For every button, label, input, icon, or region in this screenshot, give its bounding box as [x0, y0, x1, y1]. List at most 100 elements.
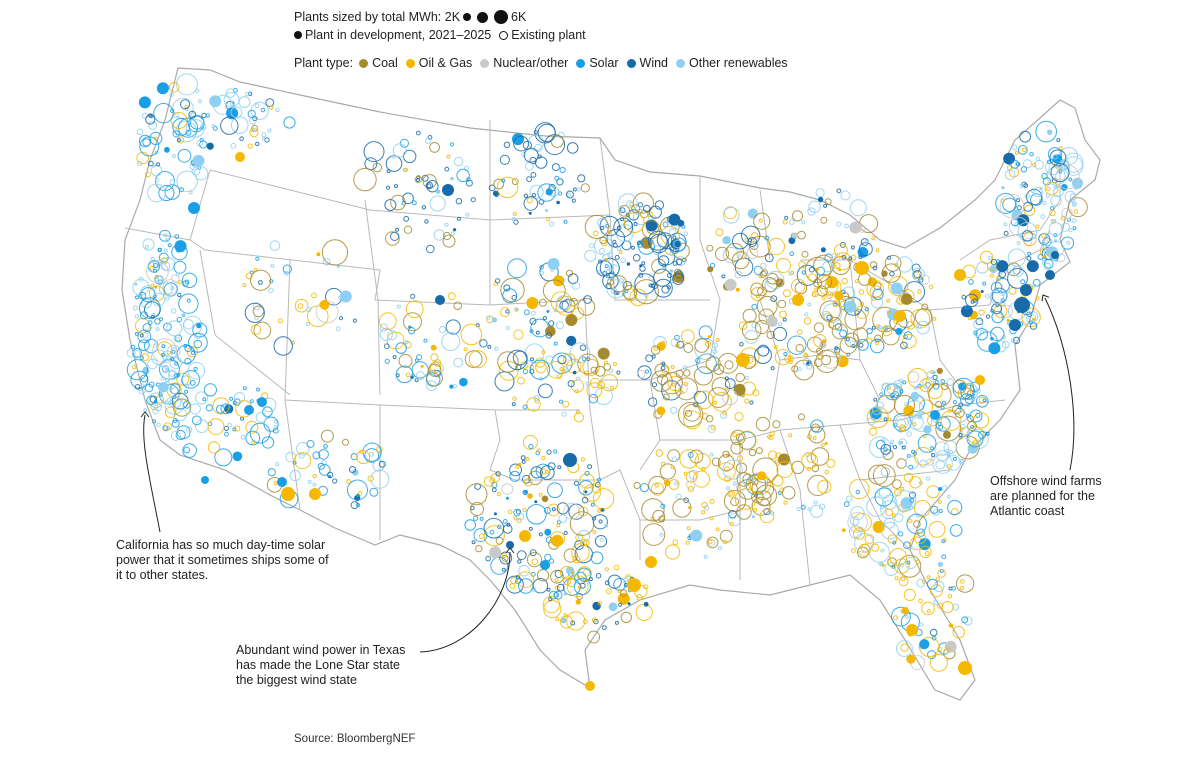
gas-plant [346, 479, 352, 485]
solar-plant [891, 564, 896, 569]
gas-plant [768, 450, 778, 460]
other-renewable-plant-development [142, 366, 150, 375]
other-renewable-plant [170, 430, 181, 441]
coal-plant [798, 413, 805, 421]
solar-plant [994, 277, 1010, 293]
coal-plant [808, 426, 826, 444]
solar-plant [952, 457, 957, 461]
solar-plant [529, 359, 551, 380]
solar-plant-development [164, 146, 170, 153]
gas-plant [679, 390, 684, 395]
other-renewable-plant [195, 88, 200, 94]
gas-plant-development [656, 406, 666, 416]
gas-plant [715, 527, 720, 532]
wind-plant [537, 123, 556, 142]
solar-plant [908, 464, 914, 470]
gas-plant [889, 548, 908, 566]
other-renewable-plant [306, 321, 311, 326]
solar-plant [416, 354, 423, 361]
solar-plant [898, 531, 904, 537]
legend-type-row: Plant type: Coal Oil & Gas Nuclear/other… [294, 52, 794, 74]
coal-plant [749, 241, 759, 251]
gas-plant [563, 613, 568, 618]
gas-plant [554, 578, 559, 583]
solar-plant [554, 175, 560, 181]
solar-plant [502, 519, 508, 524]
gas-plant [774, 459, 779, 464]
wind-plant [513, 219, 519, 225]
other-renewables-swatch-icon [676, 58, 686, 68]
solar-plant [187, 115, 205, 133]
other-renewable-plant [875, 401, 885, 411]
wind-plant [416, 175, 421, 180]
other-renewable-plant [147, 183, 166, 203]
coal-plant [816, 285, 828, 297]
gas-plant [707, 539, 713, 545]
wind-plant [456, 216, 461, 221]
solar-plant-development [174, 240, 187, 253]
gas-plant-development [822, 339, 826, 343]
gas-plant [784, 355, 792, 363]
wind-plant [223, 425, 229, 431]
wind-plant [858, 242, 873, 257]
other-renewable-plant [558, 514, 568, 523]
gas-plant [946, 464, 952, 469]
other-renewable-plant [187, 361, 206, 380]
gas-plant [234, 425, 241, 432]
gas-plant [906, 321, 916, 330]
nuclear-plant [171, 387, 179, 395]
wind-plant-development [492, 190, 499, 197]
other-renewable-plant [1024, 193, 1031, 199]
coal-plant [683, 369, 691, 377]
other-renewable-plant [850, 505, 865, 521]
other-renewable-plant [946, 494, 951, 499]
other-renewable-plant [465, 212, 470, 217]
other-renewable-plant [148, 121, 158, 130]
solar-plant [856, 338, 869, 351]
gas-plant [818, 275, 839, 296]
other-renewable-plant [926, 371, 934, 379]
solar-plant [964, 394, 975, 404]
wind-plant [591, 516, 597, 521]
other-renewable-plant [804, 312, 809, 317]
coal-plant [618, 205, 631, 217]
solar-plant [507, 258, 527, 279]
other-renewable-plant [584, 249, 597, 262]
nuclear-plant-development [489, 546, 502, 559]
solar-plant [698, 325, 713, 340]
solar-plant [964, 305, 969, 310]
gas-plant [980, 250, 994, 264]
coal-plant [705, 356, 721, 372]
solar-plant-development [449, 384, 454, 389]
legend-type-solar-label: Solar [589, 56, 619, 70]
solar-plant [834, 323, 843, 331]
other-renewable-plant [516, 512, 525, 521]
other-renewable-plant-development [923, 425, 932, 434]
coal-plant [892, 479, 902, 490]
gas-plant [870, 410, 883, 422]
coal-plant [657, 374, 668, 386]
other-renewable-plant [683, 365, 687, 370]
gas-plant [723, 206, 737, 220]
wind-plant [471, 540, 476, 545]
wind-plant [177, 292, 182, 298]
solar-plant [249, 399, 254, 404]
other-renewable-plant [273, 424, 278, 429]
other-renewable-plant [797, 367, 802, 372]
solar-plant [537, 183, 556, 202]
wind-plant [932, 374, 938, 380]
gas-plant [311, 292, 317, 299]
other-renewable-plant [289, 469, 301, 482]
coal-plant [868, 464, 889, 485]
coal-plant [941, 382, 949, 391]
other-renewable-plant [864, 240, 869, 244]
gas-plant [582, 568, 591, 577]
gas-plant [820, 443, 825, 448]
wind-plant [147, 160, 154, 167]
wind-plant [444, 166, 450, 172]
solar-plant [547, 482, 563, 499]
wind-plant [650, 283, 655, 288]
gas-plant [851, 548, 856, 553]
gas-plant [913, 447, 933, 466]
solar-plant [282, 264, 292, 274]
